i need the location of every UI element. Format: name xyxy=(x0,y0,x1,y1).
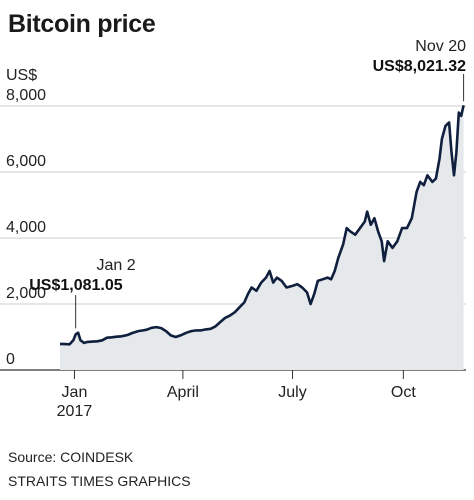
annotation-date: Nov 20 xyxy=(415,38,466,55)
annotation-value: US$8,021.32 xyxy=(373,58,467,75)
y-tick-label: 8,000 xyxy=(6,87,46,104)
y-tick-label: 4,000 xyxy=(6,219,46,236)
price-chart: 0 2,000 4,000 6,000 8,000 Jan 2017 April July Oc… xyxy=(0,38,467,420)
x-tick-label: April xyxy=(167,384,199,401)
graphics-credit: STRAITS TIMES GRAPHICS xyxy=(8,473,191,489)
annotation-value: US$1,081.05 xyxy=(29,277,123,294)
x-tick-sublabel: 2017 xyxy=(57,403,93,420)
annotations: Jan 2 US$1,081.05 Nov 20 US$8,021.32 xyxy=(29,38,467,329)
y-tick-label: 0 xyxy=(6,351,15,368)
x-tick-label: Jan xyxy=(62,384,88,401)
y-axis-unit: US$ xyxy=(6,67,37,84)
annotation-date: Jan 2 xyxy=(97,257,136,274)
price-area xyxy=(60,105,464,371)
y-tick-label: 6,000 xyxy=(6,153,46,170)
x-tick-label: Oct xyxy=(391,384,416,401)
chart-title: Bitcoin price xyxy=(8,10,156,38)
x-axis: Jan 2017 April July Oct xyxy=(57,370,416,420)
source-note: Source: COINDESK xyxy=(8,449,134,465)
x-tick-label: July xyxy=(278,384,306,401)
y-tick-labels: 0 2,000 4,000 6,000 8,000 xyxy=(6,87,46,368)
y-tick-label: 2,000 xyxy=(6,285,46,302)
price-line xyxy=(59,105,465,346)
